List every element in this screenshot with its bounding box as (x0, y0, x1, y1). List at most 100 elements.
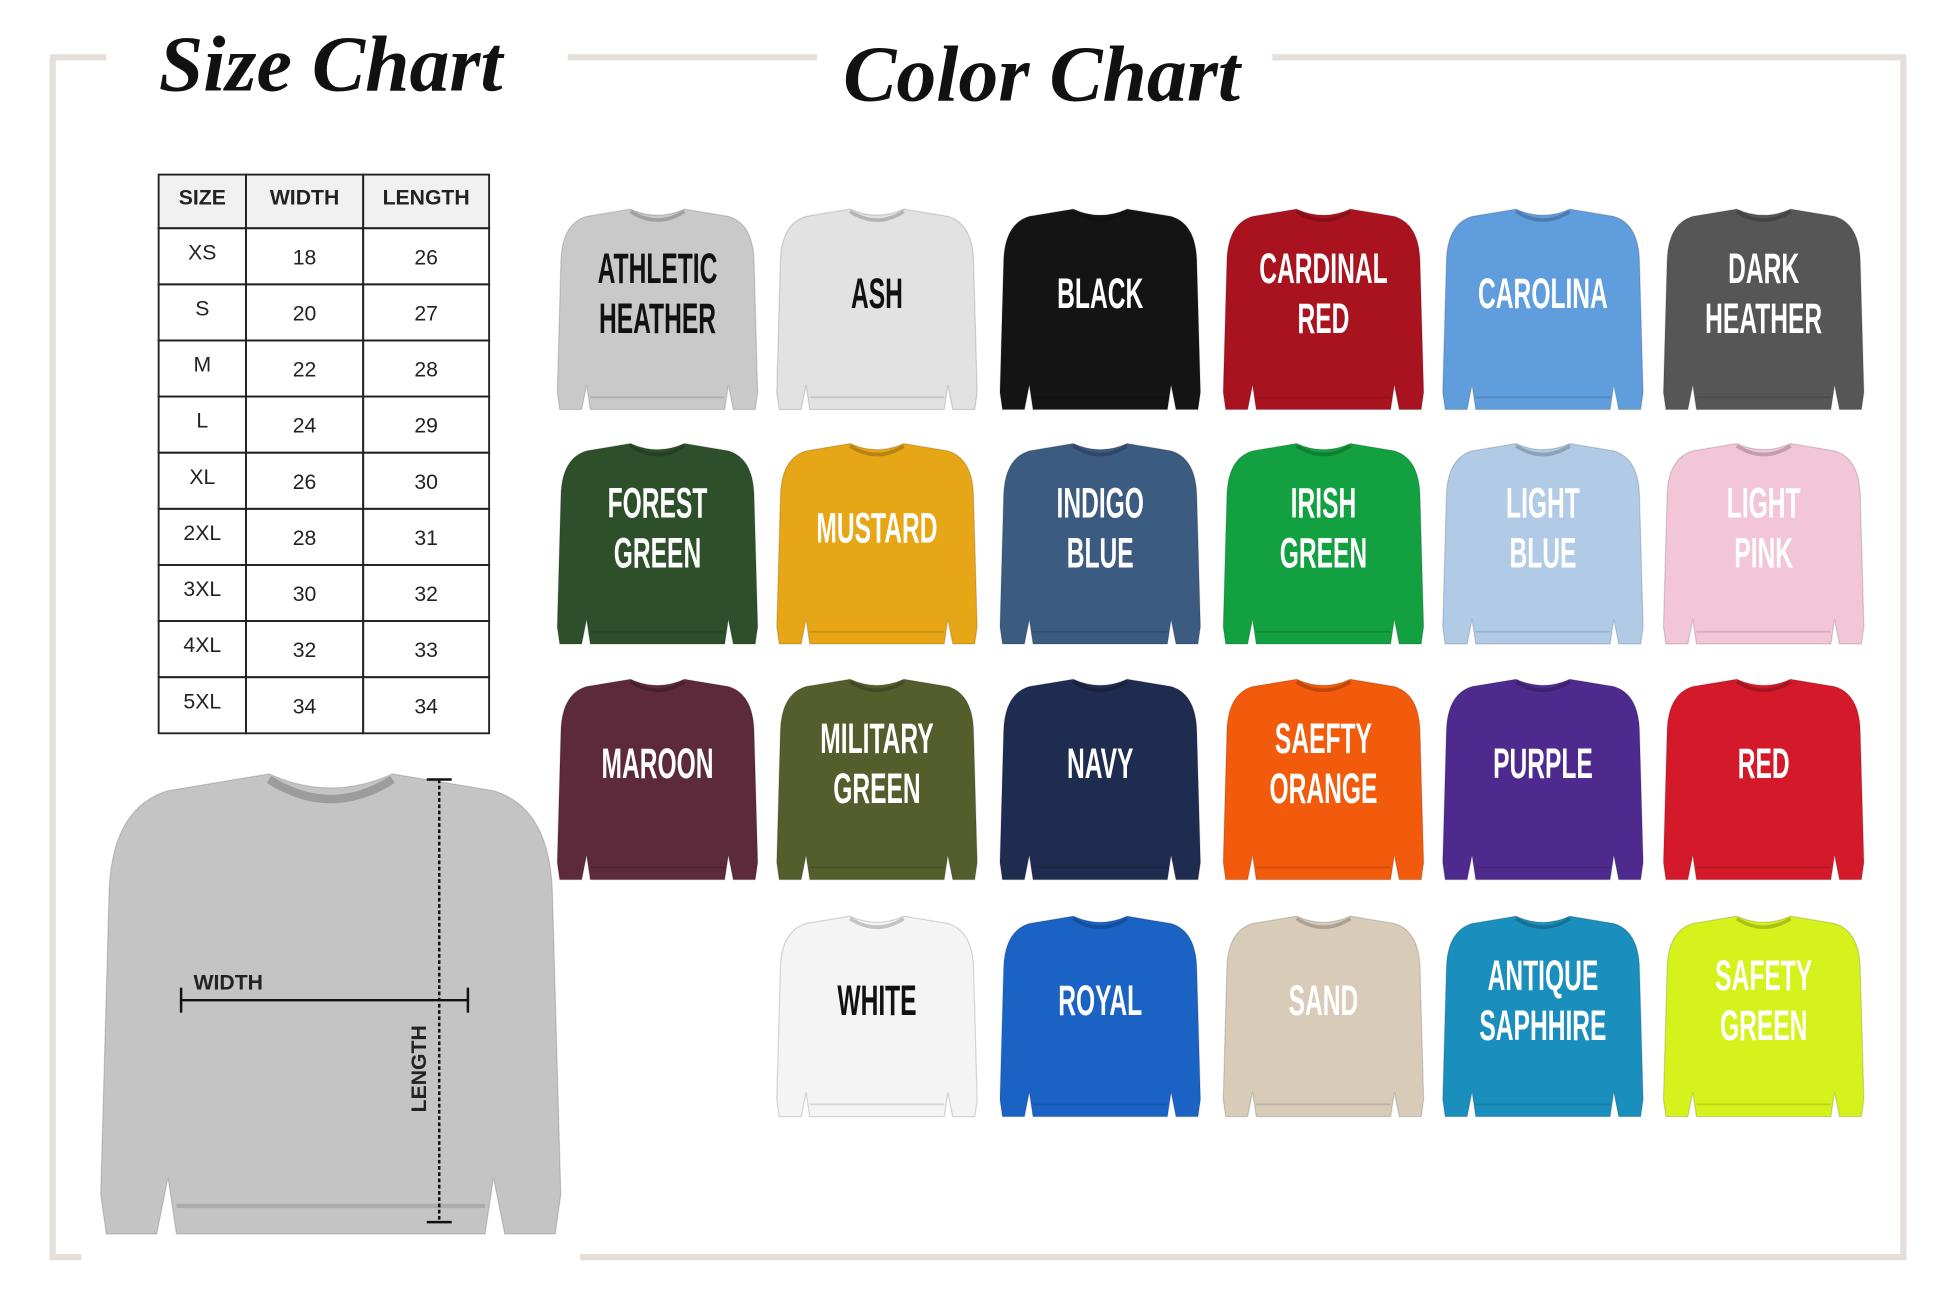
width-label: WIDTH (194, 972, 263, 995)
table-value: 32 (414, 583, 438, 606)
size-chart-title: Size Chart (159, 21, 506, 109)
color-name: NAVY (1067, 741, 1133, 787)
sweatshirt (776, 915, 978, 1118)
color-chart-title: Color Chart (843, 31, 1243, 119)
sweatshirt-collar (1515, 444, 1571, 457)
sweatshirt-body (999, 442, 1202, 645)
table-value: 18 (293, 246, 317, 269)
table-value: 28 (414, 359, 438, 382)
sweatshirt-body (1222, 208, 1425, 411)
sweatshirt-body (556, 208, 759, 411)
sweatshirt-body (999, 915, 1202, 1118)
table-value: 34 (414, 695, 438, 718)
sweatshirt-body (1662, 442, 1865, 645)
color-name: RED (1297, 296, 1349, 342)
table-value: 32 (293, 639, 317, 662)
sweatshirt (1222, 915, 1425, 1118)
table-value: 3XL (183, 578, 221, 601)
color-name: SAEFTY (1275, 717, 1372, 763)
color-name: HEATHER (1705, 296, 1822, 342)
table-header: LENGTH (383, 187, 470, 210)
table-header-bg (158, 174, 490, 229)
sweatshirt-body (1442, 678, 1644, 881)
measure-diagram: WIDTH LENGTH (100, 773, 562, 1235)
sweatshirt-collar (849, 444, 905, 457)
sweatshirt-collar (849, 209, 905, 222)
sweatshirt (1662, 678, 1865, 881)
sweatshirt (556, 442, 759, 645)
table-value: 26 (414, 246, 438, 269)
sweatshirt (776, 208, 978, 411)
table-value: 26 (293, 471, 317, 494)
sweatshirt-collar (1735, 680, 1792, 693)
sweatshirt (1442, 915, 1644, 1118)
table-value: L (196, 410, 208, 433)
sweatshirt-collar (849, 680, 905, 693)
color-name: BLACK (1057, 271, 1143, 317)
color-name: BLUE (1509, 531, 1576, 577)
sweatshirt-collar (1072, 680, 1129, 693)
color-name: SAPHHIRE (1479, 1003, 1606, 1049)
sweatshirt-body (776, 208, 978, 411)
sweatshirt-body (1442, 208, 1644, 411)
color-name: SAFETY (1715, 953, 1812, 999)
sweatshirt-collar (1515, 209, 1571, 222)
sweatshirt-collar (629, 209, 686, 222)
sweatshirt (1222, 442, 1425, 645)
sweatshirt-body (100, 773, 562, 1235)
table-value: M (193, 354, 211, 377)
sweatshirt-collar (629, 680, 686, 693)
sweatshirt-collar (1515, 917, 1571, 930)
sweatshirt-collar (629, 444, 686, 457)
sweatshirt-body (1222, 442, 1425, 645)
color-name: RED (1738, 741, 1790, 787)
sweatshirt-body (776, 915, 978, 1118)
table-value: 27 (414, 302, 438, 325)
sweatshirt-collar (1072, 917, 1129, 930)
sweatshirt-body (1442, 442, 1644, 645)
sweatshirt-collar (266, 775, 395, 804)
sweatshirt (1442, 442, 1644, 645)
color-name: INDIGO (1056, 481, 1143, 527)
color-name: GREEN (1720, 1003, 1807, 1049)
color-name: ROYAL (1058, 978, 1142, 1024)
sweatshirt-body (1662, 678, 1865, 881)
sweatshirt-body (1222, 915, 1425, 1118)
color-name: GREEN (833, 766, 920, 812)
sweatshirt-body (1662, 915, 1865, 1118)
color-name: ORANGE (1269, 766, 1377, 812)
sweatshirt-collar (849, 917, 905, 930)
sweatshirt-body (999, 678, 1202, 881)
sweatshirt-body (776, 678, 978, 881)
sweatshirt-body (1442, 915, 1644, 1118)
sweatshirt-collar (1295, 444, 1352, 457)
color-name: GREEN (1280, 531, 1367, 577)
sweatshirt-body (556, 442, 759, 645)
table-cell (362, 676, 491, 735)
table-value: 34 (293, 695, 317, 718)
sweatshirt-body (556, 678, 759, 881)
sweatshirt (999, 442, 1202, 645)
sweatshirt-collar (1735, 917, 1792, 930)
sweatshirt-body (999, 208, 1202, 411)
color-name: ATHLETIC (598, 246, 718, 292)
table-value: 2XL (183, 522, 221, 545)
color-name: MUSTARD (816, 506, 937, 552)
sweatshirt-collar (1295, 209, 1352, 222)
color-name: FOREST (608, 481, 708, 527)
sweatshirt-collar (1735, 444, 1792, 457)
sweatshirt-body (1662, 208, 1865, 411)
color-name: HEATHER (599, 296, 716, 342)
table-value: 30 (293, 583, 317, 606)
sweatshirt (1442, 678, 1644, 881)
color-name: GREEN (614, 531, 701, 577)
table-value: 28 (293, 527, 317, 550)
color-name: ANTIQUE (1488, 953, 1599, 999)
table-value: XL (189, 466, 215, 489)
color-name: CARDINAL (1259, 246, 1387, 292)
sweatshirt (556, 678, 759, 881)
length-label: LENGTH (408, 1025, 431, 1112)
sweatshirt (1662, 208, 1865, 411)
